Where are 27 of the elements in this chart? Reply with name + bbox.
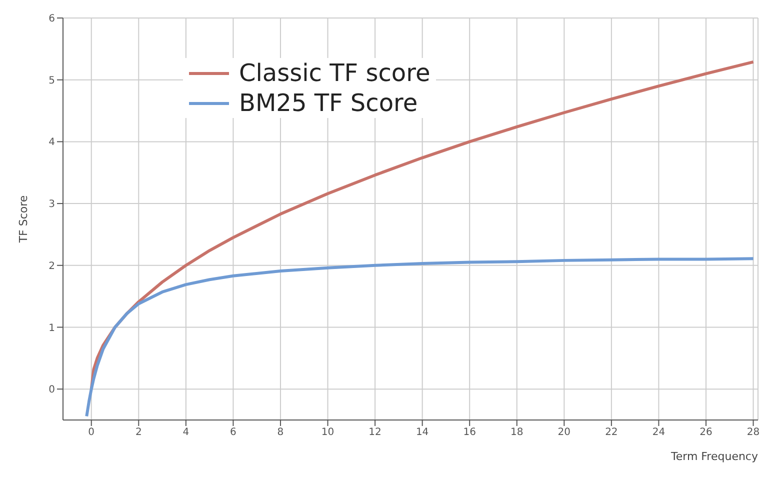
x-tick-label: 0 [88, 427, 95, 438]
x-tick-label: 8 [277, 427, 284, 438]
legend-label: Classic TF score [239, 58, 430, 88]
x-tick-label: 18 [510, 427, 524, 438]
line-series [85, 257, 755, 418]
y-tick-label: 1 [48, 322, 55, 334]
y-tick-label: 5 [48, 75, 55, 86]
y-tick-label: 0 [48, 384, 55, 396]
y-tick-label: 6 [48, 14, 55, 25]
y-tick-label: 2 [48, 260, 55, 272]
x-tick-label: 16 [463, 427, 476, 438]
x-tick-label: 24 [652, 427, 666, 438]
x-tick-label: 12 [368, 427, 382, 438]
y-axis-title: TF Score [16, 195, 30, 244]
legend-label: BM25 TF Score [239, 88, 418, 118]
x-tick-label: 26 [700, 427, 712, 438]
y-tick-label: 4 [48, 137, 55, 148]
y-tick-label: 3 [48, 199, 55, 210]
x-tick-label: 6 [230, 427, 236, 438]
x-tick-label: 22 [605, 427, 618, 438]
x-tick-label: 10 [321, 427, 334, 438]
x-axis-title: Term Frequency [670, 450, 758, 463]
x-tick-label: 28 [746, 427, 760, 438]
x-tick-label: 14 [416, 427, 429, 438]
x-tick-label: 20 [558, 427, 571, 438]
x-tick-label: 4 [182, 427, 190, 438]
x-tick-label: 2 [135, 427, 142, 438]
